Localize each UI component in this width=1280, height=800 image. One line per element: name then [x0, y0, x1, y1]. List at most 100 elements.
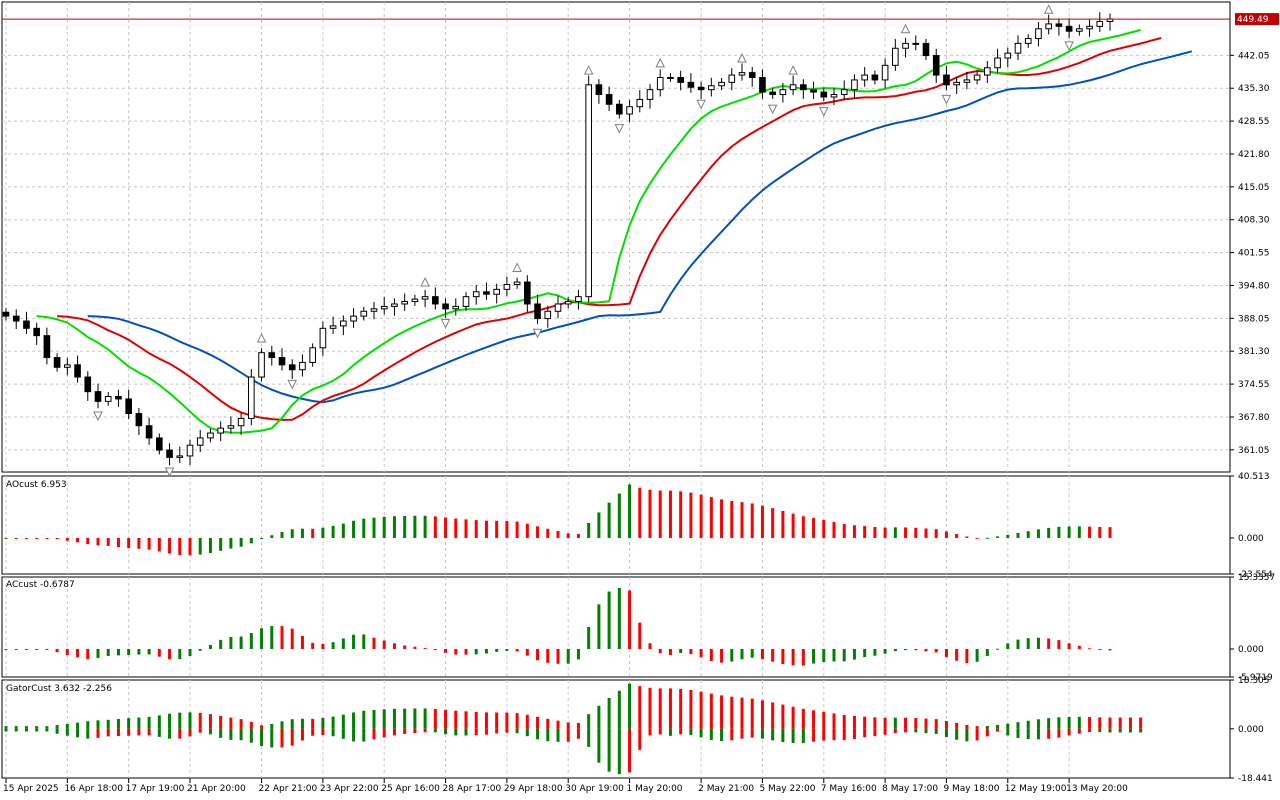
- gator-upper-bar: [975, 726, 979, 729]
- gator-upper-bar: [24, 726, 28, 729]
- ac-bar: [454, 648, 458, 655]
- pane-frame-gator: [1, 679, 1231, 779]
- ao-bar: [576, 534, 580, 538]
- gator-lower-bar: [985, 728, 989, 737]
- gator-lower-bar: [413, 728, 417, 734]
- bull-candle: [1096, 20, 1104, 27]
- ac-bar: [321, 643, 325, 649]
- fractal-up-marker: [737, 52, 747, 63]
- ao-bar: [699, 494, 703, 538]
- ao-bar: [771, 508, 775, 538]
- ac-bar: [1098, 648, 1102, 650]
- ao-bar: [740, 502, 744, 538]
- ao-bar: [280, 531, 284, 538]
- time-tick-label: 1 May 20:00: [627, 784, 683, 794]
- gator-lower-bar: [55, 728, 59, 734]
- ao-bar: [904, 527, 908, 538]
- bear-candle: [125, 398, 132, 415]
- gator-upper-bar: [372, 709, 376, 729]
- gator-upper-bar: [1016, 722, 1020, 729]
- bull-candle: [411, 298, 419, 303]
- gator-upper-bar: [484, 712, 488, 729]
- ac-bar: [96, 648, 100, 659]
- ao-bar: [65, 537, 69, 541]
- ao-bar: [924, 528, 928, 538]
- ao-pane[interactable]: [4, 484, 1112, 556]
- ao-bar: [86, 537, 90, 545]
- gator-lower-bar: [689, 728, 693, 736]
- time-axis[interactable]: 15 Apr 2025 16 Apr 18:00 17 Apr 19:00 21 Ap…: [3, 778, 1128, 794]
- gator-lower-bar: [771, 728, 775, 741]
- ac-bar: [86, 648, 90, 660]
- bull-candle: [544, 310, 552, 320]
- gator-lower-bar: [280, 728, 284, 748]
- gator-lower-bar: [1006, 728, 1010, 736]
- gator-upper-bar: [198, 712, 202, 729]
- ac-pane[interactable]: [4, 587, 1112, 666]
- ac-bar: [157, 648, 161, 657]
- gator-upper-bar: [617, 690, 621, 729]
- gator-pane[interactable]: [4, 683, 1143, 775]
- ao-pane-label: AOcust 6.953: [6, 480, 67, 490]
- time-tick-label: 21 Apr 20:00: [187, 784, 246, 794]
- bull-candle: [64, 364, 71, 368]
- price-pane[interactable]: [2, 4, 1230, 478]
- gator-upper-bar: [76, 722, 80, 729]
- bear-candle: [94, 391, 102, 402]
- ac-bar: [863, 648, 867, 658]
- gator-upper-bar: [1128, 717, 1132, 729]
- ao-bar: [96, 537, 100, 546]
- ao-bar: [433, 516, 437, 538]
- fractal-down-marker: [767, 104, 778, 115]
- ao-bar: [1108, 527, 1112, 538]
- gator-upper-bar: [392, 708, 396, 729]
- bull-candle: [319, 327, 327, 349]
- gator-lower-bar: [300, 728, 304, 741]
- alligator-lines: [36, 28, 1193, 434]
- price-tick-label: 394.80: [1238, 281, 1270, 291]
- ac-bar: [975, 648, 979, 662]
- bull-candle: [830, 94, 838, 98]
- gator-lower-bar: [699, 728, 703, 738]
- ac-bar: [965, 648, 969, 664]
- ao-bar: [321, 527, 325, 538]
- gator-upper-bar: [86, 721, 90, 729]
- ac-bar: [188, 648, 192, 657]
- gator-lower-bar: [955, 728, 959, 740]
- gator-lower-bar: [270, 728, 274, 748]
- ao-bar: [883, 527, 887, 538]
- ao-bar: [1047, 527, 1051, 538]
- gator-lower-bar: [1128, 728, 1132, 733]
- gator-lower-bar: [709, 728, 713, 740]
- bull-candle: [1035, 28, 1042, 40]
- price-axis[interactable]: 442.05 435.30 428.55 421.80 415.05 408.30 401.…: [1230, 51, 1270, 456]
- gator-lower-bar: [924, 728, 928, 734]
- ao-bar: [975, 537, 979, 539]
- gator-lower-bar: [331, 728, 335, 737]
- gator-lower-bar: [260, 728, 264, 746]
- ac-bar: [720, 648, 724, 663]
- ac-bar: [372, 637, 376, 649]
- bull-candle: [779, 89, 787, 96]
- ac-bar: [433, 648, 437, 651]
- ao-bar: [546, 528, 550, 538]
- gator-lower-bar: [536, 728, 540, 740]
- ao-bar: [116, 537, 120, 547]
- gator-upper-bar: [689, 690, 693, 729]
- gator-upper-bar: [127, 718, 131, 729]
- ac-axis: 15.3357 0.000 -5.9719: [1230, 573, 1275, 683]
- bull-candle: [360, 310, 368, 317]
- gator-upper-bar: [147, 716, 151, 729]
- ac-bar: [883, 648, 887, 654]
- gator-lower-bar: [832, 728, 836, 741]
- gator-lower-bar: [454, 728, 458, 736]
- gator-upper-bar: [1026, 720, 1030, 729]
- gator-lower-bar: [1016, 728, 1020, 739]
- bull-candle: [892, 47, 899, 66]
- fractals: [93, 4, 1074, 478]
- ao-bar: [505, 520, 509, 538]
- price-tick-label: 374.55: [1238, 380, 1270, 390]
- ao-bar: [403, 515, 407, 538]
- ac-bar: [607, 591, 611, 649]
